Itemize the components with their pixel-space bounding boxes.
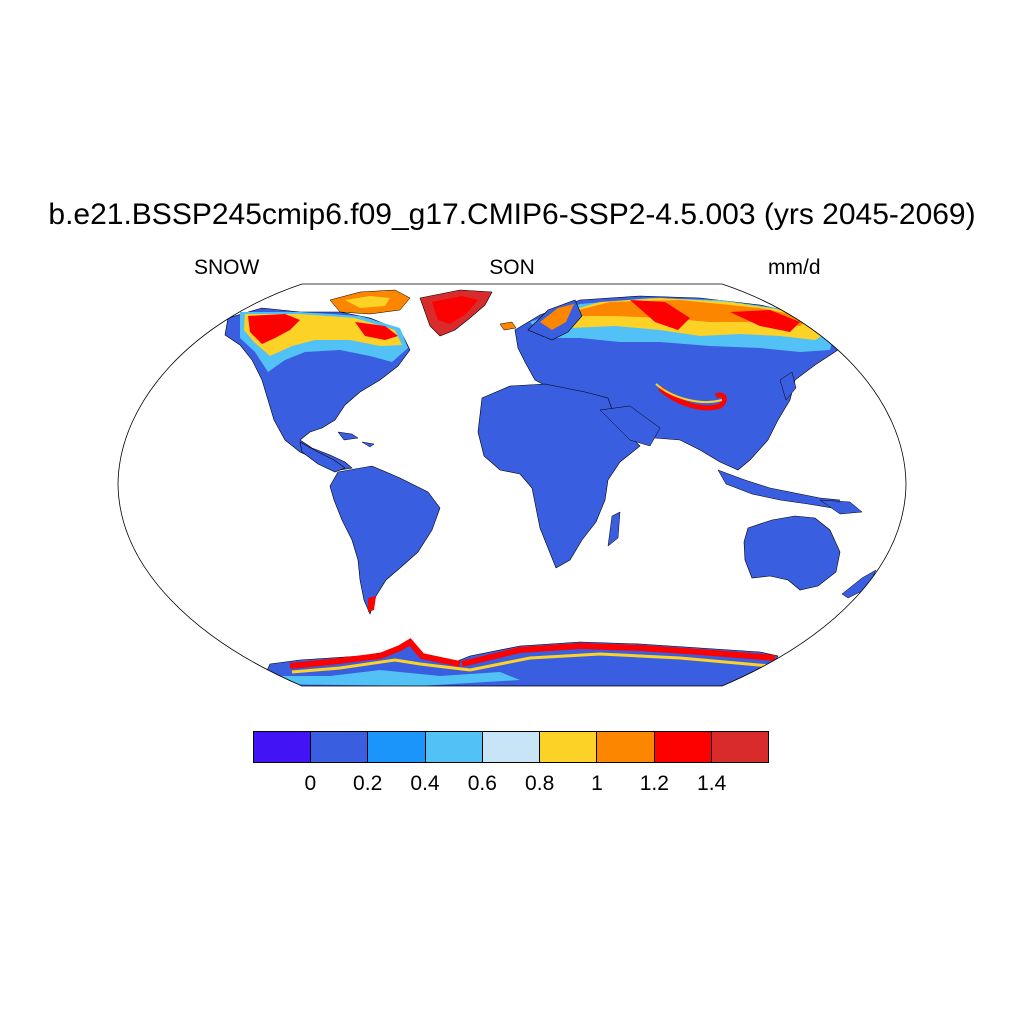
colorbar-box-6 xyxy=(597,732,655,762)
iceland xyxy=(499,321,517,331)
canadian-archipelago-core xyxy=(345,296,390,308)
north-america-snow-max xyxy=(248,314,398,344)
colorbar-box-5 xyxy=(540,732,598,762)
arabia xyxy=(599,405,661,447)
new-zealand xyxy=(841,569,877,599)
eurasia-snow-max xyxy=(630,300,800,332)
patagonia-snow xyxy=(368,596,376,612)
antarctica-coast-snow-edge xyxy=(291,652,771,674)
colorbar-box-7 xyxy=(654,732,712,762)
colorbar-box-4 xyxy=(482,732,541,762)
japan xyxy=(779,371,797,401)
colorbar-tick-label: 1.4 xyxy=(697,772,727,795)
colorbar-box-8 xyxy=(711,732,768,762)
australia xyxy=(743,515,841,591)
colorbar xyxy=(253,731,769,763)
globe-outline xyxy=(117,283,907,687)
antarctica-interior-light xyxy=(262,670,520,686)
colorbar-tick-label: 0 xyxy=(304,772,317,795)
colorbar-box-1 xyxy=(311,732,369,762)
tibet-snow xyxy=(658,386,727,411)
season-label: SON xyxy=(489,256,535,279)
colorbar-tick-label: 0.6 xyxy=(467,772,497,795)
new-guinea xyxy=(819,499,863,515)
colorbar-tick-label: 0.8 xyxy=(525,772,555,795)
colorbar-tick-label: 0.4 xyxy=(410,772,440,795)
units-label: mm/d xyxy=(768,256,821,279)
colorbar-tick-label: 0.2 xyxy=(353,772,383,795)
variable-label: SNOW xyxy=(194,256,260,279)
map-title: b.e21.BSSP245cmip6.f09_g17.CMIP6-SSP2-4.… xyxy=(48,198,976,231)
colorbar-box-2 xyxy=(368,732,426,762)
central-america xyxy=(299,441,346,473)
colorbar-tick-label: 1 xyxy=(591,772,603,795)
greenland-interior xyxy=(432,296,478,324)
antarctica-coast-snow xyxy=(289,638,776,669)
tibet-snow-edge xyxy=(655,383,723,404)
madagascar xyxy=(607,511,621,547)
colorbar-tick-label: 1.2 xyxy=(639,772,669,795)
colorbar-box-3 xyxy=(425,732,483,762)
africa xyxy=(477,383,641,569)
colorbar-box-0 xyxy=(254,732,312,762)
colorbar-ticks: 0 0.2 0.4 0.6 0.8 1 1.2 1.4 xyxy=(253,772,769,798)
scandinavia-snow xyxy=(540,304,574,330)
caribbean xyxy=(337,431,375,448)
